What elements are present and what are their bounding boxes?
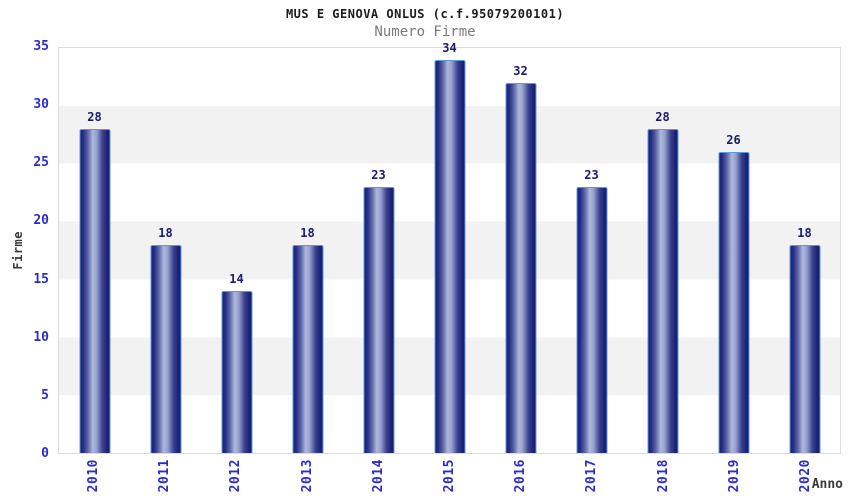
x-label-slot: 2013	[272, 459, 343, 497]
x-label-slot: 2015	[414, 459, 485, 497]
bar-2019	[718, 152, 749, 453]
bar-slot-2010: 28	[59, 48, 130, 453]
x-label-slot: 2019	[699, 459, 770, 497]
x-tick-label: 2014	[370, 459, 386, 493]
x-tick-label: 2012	[228, 459, 244, 493]
bar-value-label: 14	[229, 272, 244, 286]
bar-slot-2017: 23	[556, 48, 627, 453]
x-label-slot: 2017	[556, 459, 627, 497]
x-tick-label: 2013	[299, 459, 315, 493]
bar-slot-2018: 28	[627, 48, 698, 453]
bar-value-label: 28	[87, 110, 102, 124]
x-axis-labels: 2010 2011 2012 2013 2014 2015 2016 2017 2018 2019…	[58, 459, 841, 497]
plot-area: 28 18 14 18 23 34 32 23 28 26 18	[58, 41, 841, 454]
x-label-slot: 2018	[628, 459, 699, 497]
y-tick-label: 10	[33, 329, 49, 345]
bar-2013	[292, 244, 323, 453]
bar-2011	[150, 244, 181, 453]
y-tick-label: 30	[33, 97, 49, 113]
x-tick-label: 2015	[442, 459, 458, 493]
bar-slot-2012: 14	[201, 48, 272, 453]
x-tick-label: 2018	[655, 459, 671, 493]
bar-2010	[79, 129, 110, 453]
y-axis-title: Firme	[10, 231, 25, 270]
x-label-slot: 2011	[129, 459, 200, 497]
x-label-slot: 2012	[200, 459, 271, 497]
chart-subtitle: Numero Firme	[374, 24, 476, 40]
bar-value-label: 32	[513, 63, 528, 78]
bar-2012	[221, 291, 252, 453]
bar-slot-2015: 34	[414, 41, 485, 453]
y-tick-label: 35	[33, 39, 49, 54]
x-label-slot: 2010	[58, 459, 129, 497]
bar-value-label: 34	[442, 40, 457, 55]
x-label-slot: 2014	[343, 459, 414, 497]
y-tick-label: 15	[33, 271, 49, 287]
x-label-slot: 2016	[485, 459, 556, 497]
y-tick-label: 20	[33, 213, 49, 229]
bar-2020	[789, 244, 820, 453]
chart-title: MUS E GENOVA ONLUS (c.f.95079200101)	[285, 7, 565, 21]
bar-value-label: 23	[371, 167, 386, 182]
x-tick-label: 2011	[157, 459, 173, 493]
x-axis-title: Anno	[811, 477, 843, 492]
bar-value-label: 26	[726, 133, 741, 148]
bar-2014	[363, 186, 394, 453]
x-tick-label: 2017	[584, 459, 600, 493]
y-tick-label: 0	[41, 446, 49, 461]
bar-value-label: 28	[655, 110, 670, 124]
bar-slot-2016: 32	[485, 48, 556, 453]
bar-slot-2020: 18	[769, 48, 840, 453]
bar-value-label: 18	[300, 225, 315, 240]
y-tick-label: 5	[41, 387, 49, 403]
bar-slot-2019: 26	[698, 48, 769, 453]
bar-value-label: 18	[797, 225, 812, 240]
bar-value-label: 18	[158, 225, 173, 240]
bar-value-label: 23	[584, 167, 599, 182]
x-tick-label: 2019	[726, 459, 742, 493]
bar-2017	[576, 186, 607, 453]
bar-slot-2011: 18	[130, 48, 201, 453]
x-tick-label: 2010	[86, 459, 102, 493]
bar-2015	[434, 59, 465, 453]
bar-slot-2014: 23	[343, 48, 414, 453]
bar-2018	[647, 129, 678, 453]
bar-2016	[505, 82, 536, 453]
y-tick-label: 25	[33, 155, 49, 171]
x-tick-label: 2016	[513, 459, 529, 493]
bar-slot-2013: 18	[272, 48, 343, 453]
